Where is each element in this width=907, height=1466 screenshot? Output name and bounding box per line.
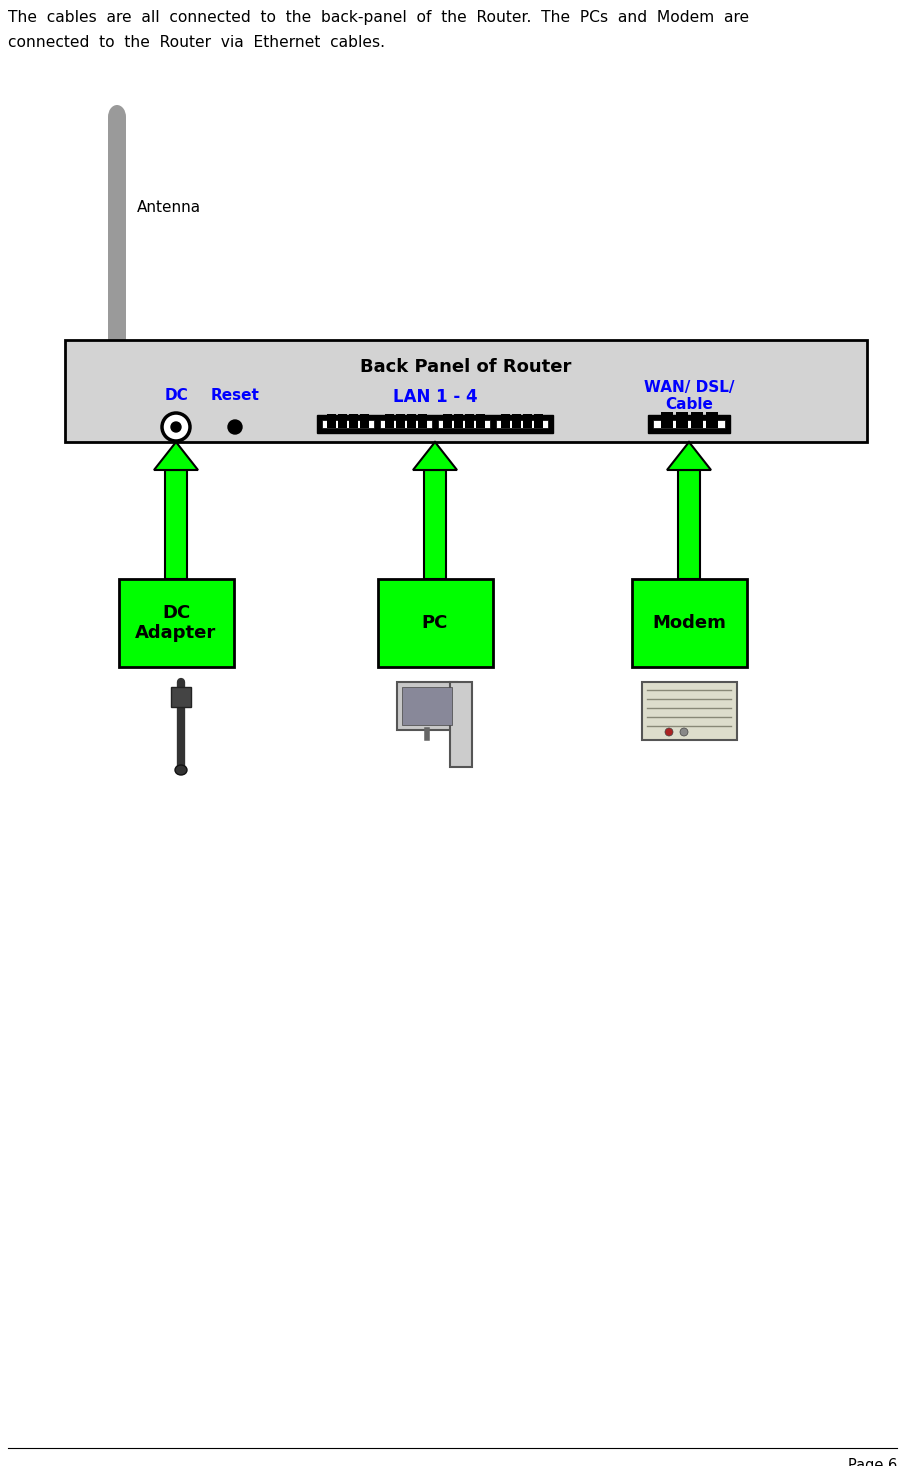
Text: Reset: Reset <box>210 388 259 403</box>
Bar <box>360 413 369 428</box>
Bar <box>119 579 234 667</box>
Polygon shape <box>413 443 457 471</box>
Bar <box>443 413 452 428</box>
Text: Back Panel of Router: Back Panel of Router <box>360 358 571 375</box>
Text: Antenna: Antenna <box>137 199 201 216</box>
Bar <box>523 413 532 428</box>
Bar <box>327 413 336 428</box>
Bar <box>397 682 457 730</box>
Bar <box>501 413 510 428</box>
Bar <box>690 412 703 428</box>
Bar <box>317 415 553 432</box>
Bar <box>653 419 725 428</box>
Bar <box>165 471 187 579</box>
Text: DC
Adapter: DC Adapter <box>135 604 217 642</box>
Bar <box>454 413 463 428</box>
Bar <box>338 413 347 428</box>
Text: LAN 1 - 4: LAN 1 - 4 <box>393 388 477 406</box>
Bar <box>418 413 427 428</box>
Bar <box>660 412 672 428</box>
Bar <box>402 688 452 726</box>
Bar <box>534 413 543 428</box>
Ellipse shape <box>108 106 126 129</box>
Bar <box>676 412 688 428</box>
Bar <box>349 413 358 428</box>
Text: Modem: Modem <box>652 614 726 632</box>
Circle shape <box>171 422 181 432</box>
Bar <box>496 419 548 428</box>
Text: PC: PC <box>422 614 448 632</box>
Bar <box>380 419 432 428</box>
Polygon shape <box>667 443 711 471</box>
Bar <box>678 471 700 579</box>
Circle shape <box>665 729 673 736</box>
Polygon shape <box>154 443 198 471</box>
Bar <box>512 413 521 428</box>
Bar <box>648 415 730 432</box>
Bar <box>706 412 717 428</box>
Bar <box>632 579 747 667</box>
Text: WAN/ DSL/
Cable: WAN/ DSL/ Cable <box>644 380 735 412</box>
Bar <box>322 419 374 428</box>
Bar <box>378 579 493 667</box>
Text: connected  to  the  Router  via  Ethernet  cables.: connected to the Router via Ethernet cab… <box>8 35 385 50</box>
Circle shape <box>162 413 190 441</box>
Bar <box>407 413 416 428</box>
Circle shape <box>680 729 688 736</box>
Bar <box>65 340 867 443</box>
Circle shape <box>228 419 242 434</box>
Bar <box>396 413 405 428</box>
Bar <box>465 413 474 428</box>
Bar <box>424 471 446 579</box>
Bar <box>642 682 737 740</box>
Bar <box>438 419 490 428</box>
Bar <box>108 117 126 394</box>
Text: DC: DC <box>164 388 188 403</box>
Bar <box>476 413 485 428</box>
Bar <box>385 413 394 428</box>
Ellipse shape <box>175 765 187 776</box>
Text: Page 6: Page 6 <box>848 1459 897 1466</box>
Bar <box>171 688 191 707</box>
Bar <box>450 682 472 767</box>
Text: The  cables  are  all  connected  to  the  back-panel  of  the  Router.  The  PC: The cables are all connected to the back… <box>8 10 749 25</box>
